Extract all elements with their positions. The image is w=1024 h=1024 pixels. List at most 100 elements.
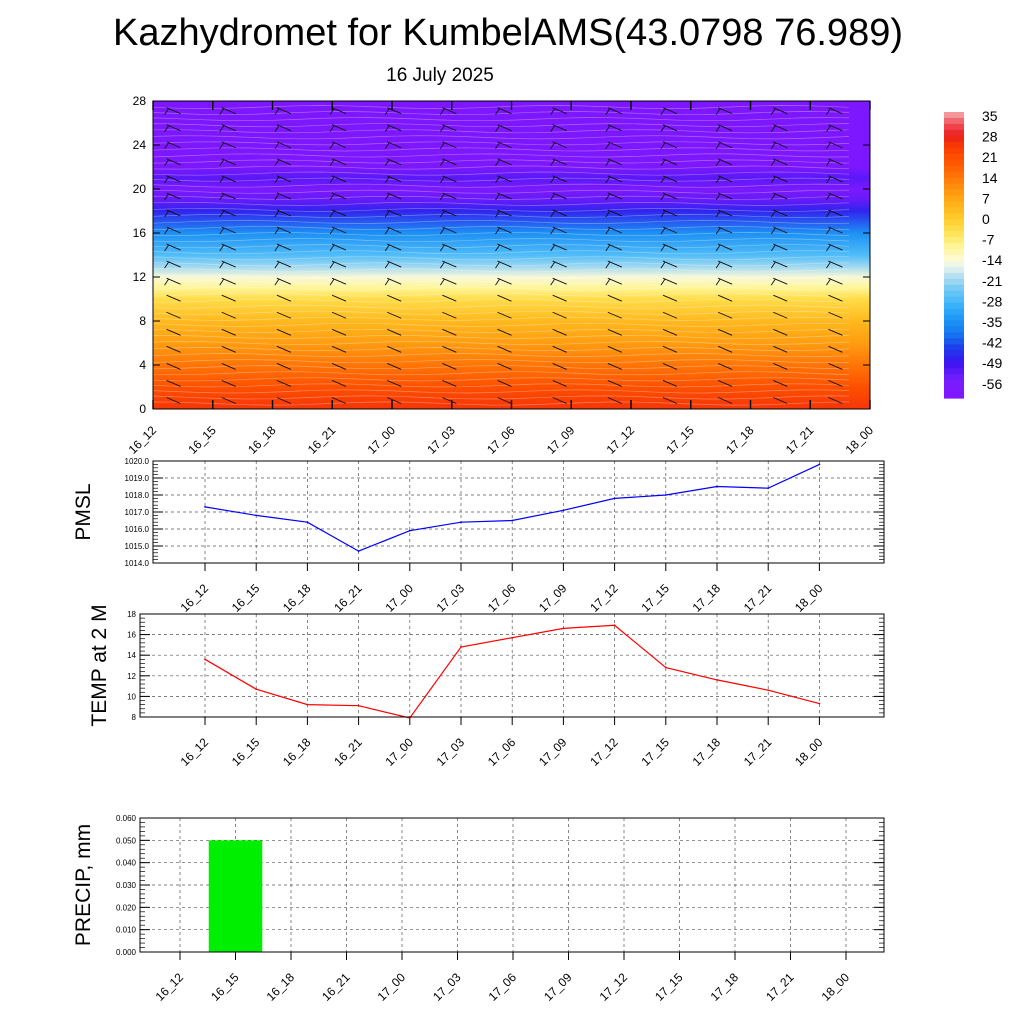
colorbar-swatch (944, 314, 964, 322)
colorbar-swatch (944, 260, 964, 268)
colorbar-swatch (944, 123, 964, 131)
contour-line (153, 383, 850, 388)
ytick-label: 0.010 (116, 926, 137, 935)
heat-xtick-label: 17_09 (544, 423, 578, 457)
wind-barb (219, 243, 236, 252)
panel-frame (139, 817, 885, 953)
wind-barb (826, 277, 843, 286)
wind-barb (717, 328, 733, 336)
wind-barb (384, 175, 402, 184)
xtick-label: 16_21 (331, 581, 365, 615)
ytick-label: 16 (127, 631, 136, 640)
contour-line (153, 371, 850, 376)
data-point (357, 704, 360, 707)
wind-barb (550, 158, 567, 167)
data-point (716, 485, 718, 488)
wind-barb (497, 362, 512, 370)
wind-barb (274, 158, 292, 167)
wind-barb (274, 209, 292, 218)
heat-xtick-label: 16_12 (126, 423, 160, 457)
wind-barb (495, 226, 512, 235)
wind-barb (387, 397, 402, 404)
wind-barb (219, 158, 236, 167)
wind-barb (439, 175, 457, 184)
wind-barb (329, 192, 347, 201)
ytick-label: 1018.0 (125, 491, 150, 500)
wind-barb (384, 260, 402, 269)
wind-barb (219, 124, 236, 132)
wind-barb (329, 158, 347, 167)
wind-barb (605, 277, 622, 286)
wind-barb (607, 362, 622, 370)
wind-barb (276, 380, 292, 387)
ytick-label: 0.030 (116, 881, 137, 890)
xtick-label: 17_00 (382, 735, 416, 769)
xtick-label: 18_00 (792, 735, 826, 769)
wind-barb (221, 294, 236, 302)
wind-barb (552, 380, 567, 387)
wind-barb (329, 107, 347, 115)
xtick-label: 16_18 (280, 581, 314, 615)
data-point (255, 514, 258, 517)
wind-barb (497, 311, 512, 319)
xtick-label: 16_12 (178, 581, 212, 615)
wind-barb (164, 107, 181, 115)
heat-xtick-label: 17_03 (424, 423, 458, 457)
wind-barb (384, 277, 402, 286)
ytick-label: 1020.0 (125, 457, 150, 466)
data-point (408, 529, 411, 532)
wind-barb (607, 294, 622, 302)
wind-barb (826, 124, 843, 132)
wind-barb (607, 397, 622, 404)
heat-ytick-label: 20 (133, 182, 147, 196)
colorbar-swatch (944, 135, 964, 143)
wind-barb (773, 328, 788, 336)
wind-barb (439, 260, 457, 269)
xtick-label: 18_00 (819, 970, 853, 1004)
panel-background (140, 614, 884, 717)
wind-barb (274, 260, 292, 269)
colorbar-swatch (944, 326, 964, 334)
wind-barb (384, 124, 402, 132)
wind-barb (550, 175, 567, 184)
contour-lines (153, 105, 850, 406)
xtick-label: 17_03 (430, 970, 464, 1004)
colorbar-swatch (944, 255, 964, 262)
colorbar-swatch (944, 296, 964, 304)
wind-barb (605, 158, 622, 167)
wind-barb (662, 311, 678, 319)
wind-barb (219, 107, 236, 115)
xtick-label: 17_12 (587, 735, 621, 769)
chart-title: Kazhydromet for KumbelAMS(43.0798 76.989… (113, 12, 903, 54)
wind-barb (276, 397, 292, 404)
wind-barb (497, 345, 512, 353)
wind-barb (219, 260, 236, 269)
wind-barb (329, 277, 347, 286)
wind-barb (660, 260, 678, 269)
xtick-label: 17_21 (741, 735, 775, 769)
wind-barb (495, 277, 512, 286)
precip-chart: 0.000 0.010 0.020 0.030 0.040 0.050 0.060 16_12… (72, 814, 885, 1004)
data-point (562, 627, 565, 630)
wind-barb (550, 124, 567, 132)
wind-barb (384, 243, 402, 252)
wind-barb (495, 107, 512, 115)
contour-line (153, 389, 850, 394)
contour-line (153, 353, 850, 358)
contour-line (153, 171, 850, 176)
wind-barb (274, 107, 292, 115)
wind-barb (605, 124, 622, 132)
xtick-label: 17_18 (690, 735, 724, 769)
contour-line (153, 165, 850, 170)
contour-line (153, 226, 850, 230)
heat-xtick-label: 16_21 (305, 423, 339, 457)
ytick-label: 0.000 (116, 948, 137, 957)
xtick-label: 17_09 (536, 581, 570, 615)
colorbar-swatch (944, 362, 964, 369)
xtick-label: 17_03 (434, 735, 468, 769)
ytick-label: 10 (127, 692, 136, 701)
wind-barb (826, 141, 843, 149)
contour-line (153, 347, 850, 351)
contour-line (153, 365, 850, 370)
wind-barb (439, 107, 457, 115)
